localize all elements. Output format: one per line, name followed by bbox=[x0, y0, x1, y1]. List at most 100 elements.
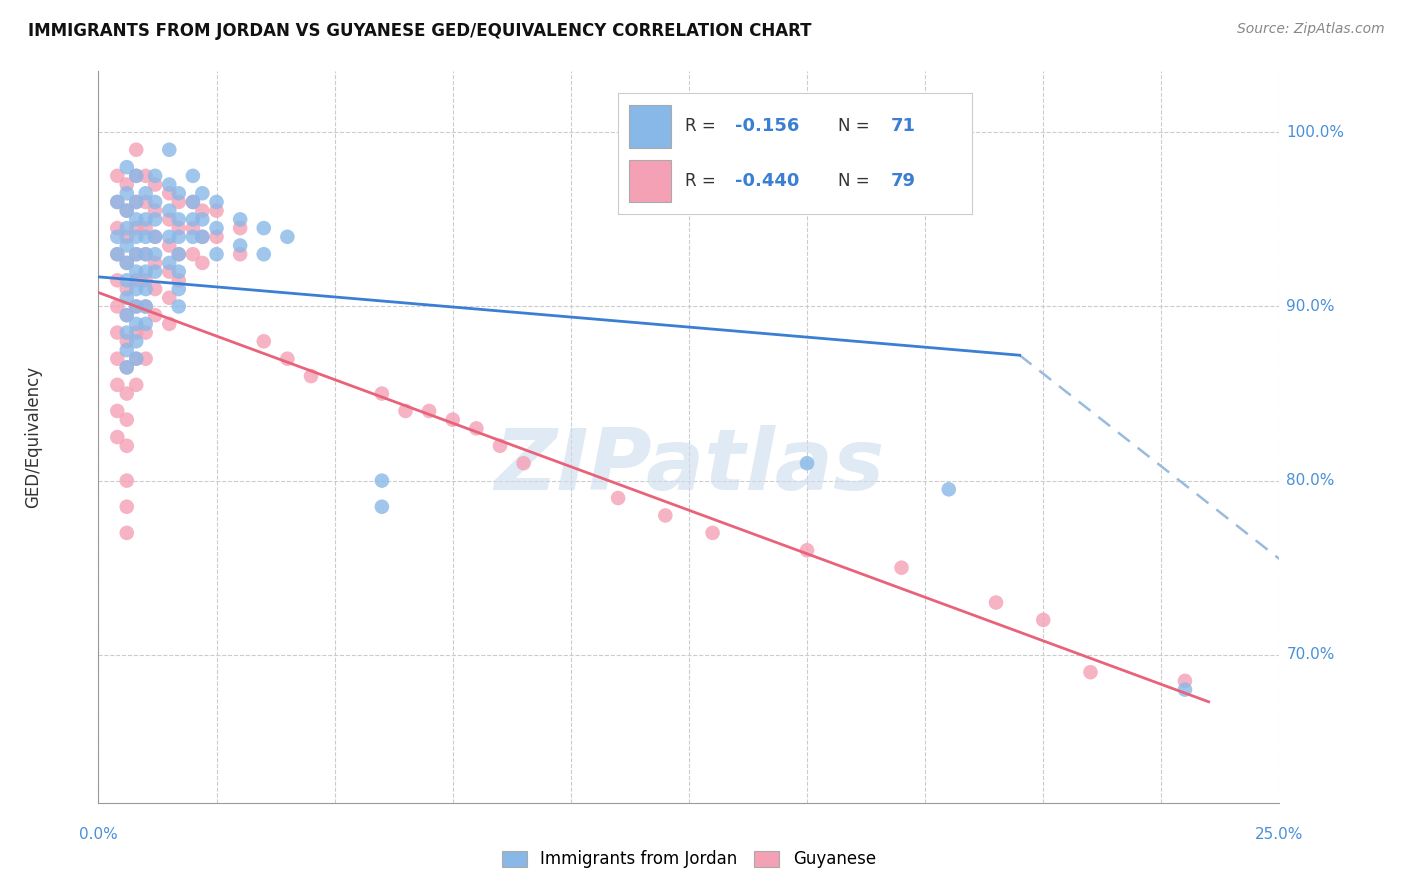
Point bbox=[125, 194, 148, 209]
Point bbox=[143, 256, 166, 270]
Point bbox=[105, 351, 128, 366]
Point bbox=[167, 212, 190, 227]
Text: 25.0%: 25.0% bbox=[1256, 827, 1303, 841]
Point bbox=[115, 308, 138, 322]
Point bbox=[125, 229, 148, 244]
Point bbox=[229, 238, 252, 252]
Point bbox=[135, 221, 157, 235]
Point bbox=[205, 221, 228, 235]
Point bbox=[157, 317, 180, 331]
Text: 80.0%: 80.0% bbox=[1286, 473, 1334, 488]
Point bbox=[157, 212, 180, 227]
Point bbox=[167, 186, 190, 201]
Point bbox=[115, 160, 138, 174]
Point bbox=[181, 212, 204, 227]
Point bbox=[167, 265, 190, 279]
Point bbox=[125, 300, 148, 314]
Point bbox=[105, 194, 128, 209]
Point bbox=[1032, 613, 1054, 627]
Point bbox=[143, 178, 166, 192]
Point bbox=[125, 273, 148, 287]
Text: -0.156: -0.156 bbox=[735, 118, 800, 136]
Point bbox=[115, 360, 138, 375]
Text: 79: 79 bbox=[891, 172, 915, 190]
Point bbox=[115, 256, 138, 270]
Point bbox=[143, 212, 166, 227]
Point bbox=[135, 282, 157, 296]
Point bbox=[135, 265, 157, 279]
Point bbox=[441, 412, 464, 426]
Text: ZIPatlas: ZIPatlas bbox=[494, 425, 884, 508]
Point bbox=[125, 194, 148, 209]
Point bbox=[143, 229, 166, 244]
Point bbox=[115, 386, 138, 401]
Point bbox=[371, 474, 394, 488]
Point bbox=[181, 169, 204, 183]
Point bbox=[135, 326, 157, 340]
Point bbox=[105, 377, 128, 392]
Point bbox=[105, 273, 128, 287]
Point bbox=[371, 386, 394, 401]
Point bbox=[105, 247, 128, 261]
Point bbox=[143, 229, 166, 244]
Point bbox=[191, 203, 214, 218]
Point bbox=[181, 221, 204, 235]
Point bbox=[167, 221, 190, 235]
Point bbox=[191, 229, 214, 244]
Point bbox=[105, 229, 128, 244]
Point bbox=[253, 247, 276, 261]
Point bbox=[125, 143, 148, 157]
Point bbox=[135, 351, 157, 366]
FancyBboxPatch shape bbox=[628, 105, 671, 147]
Point bbox=[191, 212, 214, 227]
Point bbox=[105, 404, 128, 418]
Point bbox=[115, 343, 138, 357]
Point bbox=[181, 229, 204, 244]
Point bbox=[167, 300, 190, 314]
Point bbox=[143, 203, 166, 218]
Point bbox=[143, 194, 166, 209]
Point bbox=[796, 543, 818, 558]
Point bbox=[167, 194, 190, 209]
Text: 71: 71 bbox=[891, 118, 915, 136]
Point bbox=[105, 169, 128, 183]
Point bbox=[253, 221, 276, 235]
Point bbox=[143, 282, 166, 296]
Point bbox=[135, 300, 157, 314]
Point bbox=[125, 282, 148, 296]
Point bbox=[125, 265, 148, 279]
Point bbox=[1174, 682, 1197, 697]
Point bbox=[115, 500, 138, 514]
Point bbox=[115, 525, 138, 540]
Point bbox=[115, 229, 138, 244]
Point bbox=[135, 186, 157, 201]
Text: -0.440: -0.440 bbox=[735, 172, 800, 190]
Text: 90.0%: 90.0% bbox=[1286, 299, 1334, 314]
Point bbox=[125, 221, 148, 235]
Point bbox=[253, 334, 276, 349]
Point bbox=[115, 439, 138, 453]
Point bbox=[105, 326, 128, 340]
Point bbox=[143, 265, 166, 279]
Point bbox=[167, 247, 190, 261]
Point bbox=[205, 229, 228, 244]
Point bbox=[276, 229, 298, 244]
Point bbox=[125, 317, 148, 331]
Point bbox=[115, 203, 138, 218]
Point bbox=[512, 456, 534, 470]
Point bbox=[181, 194, 204, 209]
Point bbox=[938, 483, 960, 497]
Point bbox=[125, 212, 148, 227]
FancyBboxPatch shape bbox=[628, 160, 671, 202]
Point bbox=[984, 595, 1007, 609]
Point bbox=[371, 500, 394, 514]
Point bbox=[125, 247, 148, 261]
Point bbox=[115, 221, 138, 235]
Point bbox=[135, 300, 157, 314]
Point bbox=[135, 317, 157, 331]
Point bbox=[157, 178, 180, 192]
Point bbox=[191, 256, 214, 270]
Point bbox=[125, 351, 148, 366]
Point bbox=[135, 169, 157, 183]
Point bbox=[143, 308, 166, 322]
